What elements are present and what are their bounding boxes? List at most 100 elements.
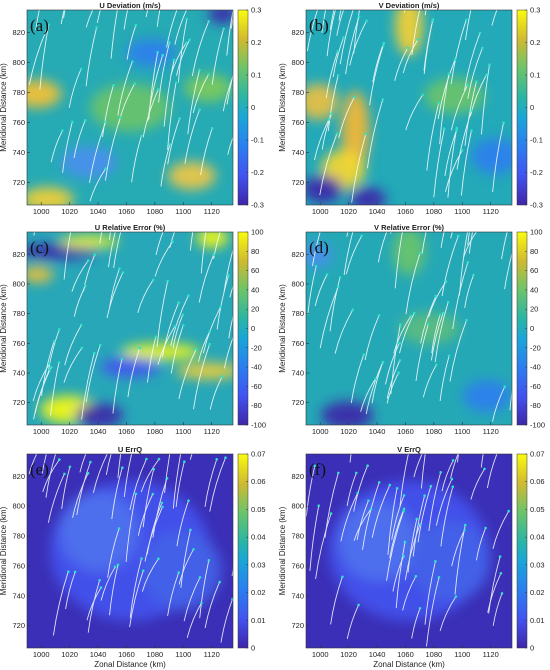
trajectory-streak (491, 10, 498, 26)
trajectory-marker (498, 555, 502, 558)
trajectory-streak (356, 500, 369, 541)
y-tick-label: 760 (291, 118, 304, 127)
panel-label: (d) (309, 238, 329, 257)
trajectory-marker (131, 60, 134, 63)
colorbar-tick-label: -0.2 (251, 168, 264, 177)
trajectory-marker (182, 324, 185, 327)
panel-label: (f) (309, 460, 326, 479)
trajectory-marker (190, 0, 193, 2)
trajectory-marker (463, 439, 466, 442)
trajectory-streak (108, 232, 116, 268)
trajectory-marker (207, 559, 211, 562)
trajectory-streak (147, 336, 157, 383)
y-tick-label: 740 (12, 369, 25, 378)
trajectory-streak (129, 458, 147, 511)
trajectory-streak (415, 323, 429, 381)
trajectory-marker (437, 576, 441, 579)
trajectory-marker (444, 280, 448, 283)
trajectory-streak (145, 10, 149, 18)
heatmap-patch (399, 312, 460, 345)
trajectory-streak (141, 558, 159, 592)
trajectory-streak (89, 168, 106, 202)
trajectory-streak (315, 513, 332, 579)
panel-label: (b) (309, 16, 329, 35)
x-tick-label: 1080 (426, 650, 443, 659)
trajectory-streak (434, 301, 449, 363)
trajectory-streak (180, 529, 191, 588)
panel-title: V ErrQ (397, 445, 421, 454)
y-tick-label: 800 (291, 279, 304, 288)
trajectory-streak (389, 508, 405, 559)
colorbar: -100 -80 -60 -40 -20 0 20 40 60 80 100 (237, 228, 266, 430)
trajectory-marker (219, 305, 222, 309)
axes-frame (305, 9, 513, 206)
trajectory-marker (341, 575, 344, 579)
trajectory-marker (210, 126, 214, 130)
trajectory-marker (45, 436, 48, 439)
trajectory-streak (312, 232, 321, 267)
trajectory-marker (98, 343, 102, 347)
trajectory-streak (407, 518, 418, 573)
heatmap-patch (393, 232, 425, 276)
y-tick-label: 800 (12, 502, 25, 511)
colorbar-tick-label: 0.05 (530, 505, 545, 514)
colorbar-gradient (516, 453, 528, 649)
y-axis-label: Meridional Distance (km) (0, 284, 8, 373)
trajectory-marker (484, 526, 487, 530)
trajectory-marker (235, 239, 238, 242)
trajectory-streak (156, 280, 169, 348)
trajectory-streak (492, 593, 503, 626)
x-tick-label: 1100 (454, 207, 470, 216)
trajectory-streak (199, 560, 210, 619)
trajectory-streak (430, 312, 444, 361)
trajectory-streak (314, 119, 330, 161)
trajectory-streak (189, 232, 194, 251)
heatmap-patch (27, 187, 74, 205)
y-tick-label: 820 (291, 28, 304, 37)
trajectory-streak (200, 128, 213, 176)
y-axis-label: Meridional Distance (km) (0, 63, 8, 152)
trajectory-marker (463, 523, 467, 527)
trajectory-streak (411, 608, 421, 639)
trajectory-marker (481, 46, 484, 50)
trajectory-marker (47, 23, 50, 27)
trajectory-streak (140, 458, 160, 493)
trajectory-marker (470, 129, 473, 132)
trajectory-marker (99, 586, 103, 589)
trajectory-marker (61, 129, 64, 132)
trajectory-streak (395, 541, 406, 609)
trajectory-streak (104, 117, 121, 181)
trajectory-streak (393, 315, 412, 354)
trajectory-streak (464, 81, 477, 146)
trajectory-marker (330, 112, 333, 116)
colorbar-tick-label: -80 (530, 401, 541, 410)
trajectory-marker (434, 560, 437, 563)
trajectory-marker (418, 252, 422, 255)
trajectory-streak (435, 478, 453, 526)
trajectory-marker (388, 483, 392, 487)
trajectory-marker (118, 267, 121, 270)
trajectory-marker (160, 501, 164, 505)
y-tick-label: 720 (291, 621, 304, 630)
y-tick-label: 720 (291, 178, 304, 187)
trajectory-streak (211, 28, 225, 85)
trajectory-streak (109, 564, 119, 616)
heatmap-patch (338, 501, 419, 582)
trajectory-marker (91, 438, 94, 441)
y-tick-label: 780 (291, 532, 304, 541)
colorbar-tick-label: 80 (530, 247, 538, 256)
x-tick-label: 1040 (90, 207, 107, 216)
trajectory-streak (71, 260, 89, 292)
trajectory-marker (382, 41, 386, 45)
trajectory-marker (215, 458, 218, 461)
trajectory-streak (346, 472, 357, 507)
trajectory-marker (455, 126, 459, 130)
heatmap-patch (306, 243, 333, 268)
trajectory-marker (178, 117, 181, 120)
trajectory-streak (87, 580, 101, 633)
trajectory-marker (426, 322, 430, 326)
trajectory-streak (325, 51, 339, 99)
trajectory-streak (329, 10, 335, 31)
trajectory-streak (349, 454, 352, 463)
trajectory-marker (441, 311, 445, 315)
